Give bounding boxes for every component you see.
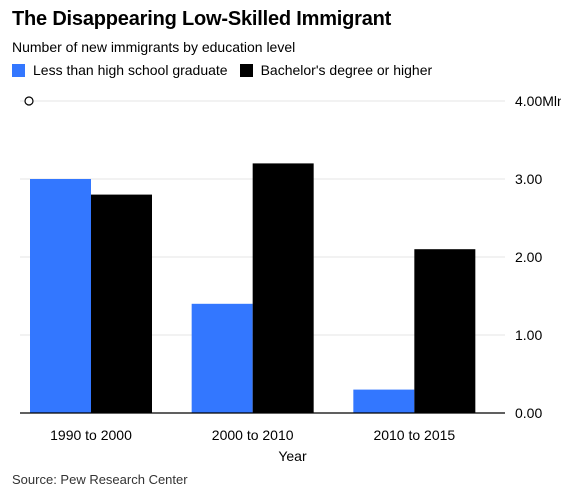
chart-title: The Disappearing Low-Skilled Immigrant xyxy=(12,8,392,30)
x-tick-label: 2010 to 2015 xyxy=(373,427,455,443)
source-note: Source: Pew Research Center xyxy=(12,472,188,487)
y-tick-label: 4.00Mln xyxy=(515,93,561,109)
axis-marker-circle xyxy=(24,96,34,106)
x-axis-label: Year xyxy=(278,448,307,464)
bar-less-than-high-school-1 xyxy=(191,303,253,413)
legend-swatch-blue xyxy=(12,63,25,77)
chart-subtitle: Number of new immigrants by education le… xyxy=(12,39,296,55)
y-tick-label: 1.00 xyxy=(515,327,542,343)
bar-less-than-high-school-0 xyxy=(30,179,91,413)
legend-item-bachelors: Bachelor's degree or higher xyxy=(239,62,433,78)
bar-less-than-high-school-2 xyxy=(353,389,415,413)
y-tick-label: 2.00 xyxy=(515,249,542,265)
y-tick-label: 3.00 xyxy=(515,171,542,187)
legend-label-bachelors: Bachelor's degree or higher xyxy=(260,62,433,78)
legend-item-less-than-high-school: Less than high school graduate xyxy=(12,62,228,78)
chart-legend: Less than high school graduate Bachelor'… xyxy=(12,62,444,78)
bar-bachelors-1 xyxy=(252,163,314,413)
y-tick-label: 0.00 xyxy=(515,405,542,421)
x-tick-label: 1990 to 2000 xyxy=(50,427,132,443)
axes xyxy=(20,96,505,414)
bar-bachelors-2 xyxy=(414,249,476,413)
x-tick-label: 2000 to 2010 xyxy=(212,427,294,443)
tick-labels: 0.00 1.00 2.00 3.00 4.00Mln 1990 to 2000 2000 … xyxy=(50,93,561,464)
legend-swatch-black xyxy=(239,63,253,77)
bars xyxy=(30,163,476,413)
legend-label-less-than-high-school: Less than high school graduate xyxy=(33,62,228,78)
bar-bachelors-0 xyxy=(91,194,152,413)
